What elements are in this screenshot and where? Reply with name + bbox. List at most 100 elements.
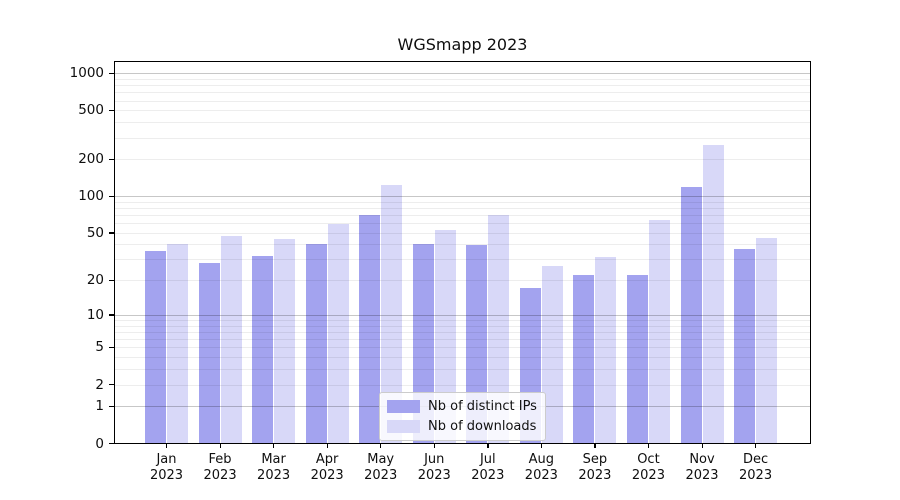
x-tick-label-may: May 2023: [350, 452, 412, 484]
x-tick-mark: [594, 443, 596, 448]
y-tick-label: 200: [78, 151, 104, 168]
bar-distinct-ips-nov: [680, 186, 702, 443]
bar-distinct-ips-apr: [305, 243, 327, 443]
minor-gridline: [115, 320, 810, 322]
minor-gridline: [115, 207, 810, 209]
minor-gridline: [115, 332, 810, 334]
bar-downloads-may: [381, 185, 403, 443]
bar-downloads-mar: [274, 238, 296, 443]
minor-gridline: [115, 159, 810, 161]
month-label: Aug: [528, 451, 555, 467]
bar-distinct-ips-dec: [734, 249, 756, 443]
month-label: Dec: [742, 451, 769, 467]
chart-title: WGSmapp 2023: [397, 35, 528, 54]
x-tick-label-sep: Sep 2023: [564, 452, 626, 484]
plot-area: Nb of distinct IPs Nb of downloads: [114, 61, 811, 444]
y-tick-mark: [109, 279, 115, 282]
y-tick-label: 5: [95, 339, 104, 356]
bar-downloads-feb: [220, 235, 242, 443]
year-label: 2023: [524, 467, 558, 483]
x-tick-mark: [326, 443, 328, 448]
year-label: 2023: [257, 467, 291, 483]
y-tick-label: 500: [78, 102, 104, 119]
x-tick-mark: [540, 443, 543, 448]
minor-gridline: [115, 232, 810, 234]
month-label: Sep: [582, 451, 608, 467]
month-label: Jul: [479, 451, 496, 467]
minor-gridline: [115, 100, 810, 102]
y-tick-label: 1000: [69, 65, 104, 82]
bar-downloads-jan: [167, 243, 188, 443]
legend-item: Nb of downloads: [387, 418, 537, 435]
month-label: Jun: [424, 451, 445, 467]
bar-distinct-ips-sep: [573, 274, 595, 443]
year-label: 2023: [685, 467, 719, 483]
x-tick-mark: [701, 443, 703, 448]
major-gridline: [115, 196, 810, 198]
year-label: 2023: [739, 467, 773, 483]
month-label: Feb: [208, 451, 232, 467]
minor-gridline: [115, 280, 810, 282]
y-tick-mark: [109, 384, 115, 386]
legend-label: Nb of distinct IPs: [428, 399, 537, 414]
minor-gridline: [115, 347, 810, 349]
x-tick-label-mar: Mar 2023: [243, 452, 305, 484]
minor-gridline: [115, 325, 810, 327]
x-tick-mark: [219, 443, 221, 448]
y-tick-mark: [109, 232, 115, 234]
year-label: 2023: [203, 467, 237, 483]
month-label: Nov: [689, 451, 715, 467]
x-tick-mark: [273, 443, 275, 448]
bar-distinct-ips-jan: [145, 250, 166, 443]
minor-gridline: [115, 244, 810, 246]
bar-distinct-ips-mar: [252, 255, 274, 443]
minor-gridline: [115, 122, 810, 124]
legend: Nb of distinct IPs Nb of downloads: [379, 392, 546, 441]
x-tick-label-apr: Apr 2023: [296, 452, 358, 484]
major-gridline: [115, 314, 810, 316]
x-tick-mark: [755, 443, 757, 448]
minor-gridline: [115, 85, 810, 87]
year-label: 2023: [149, 467, 184, 483]
bar-downloads-nov: [702, 145, 724, 443]
x-tick-label-oct: Oct 2023: [617, 452, 679, 484]
minor-gridline: [115, 215, 810, 217]
minor-gridline: [115, 369, 810, 371]
minor-gridline: [115, 92, 810, 94]
y-tick-label: 2: [95, 376, 104, 393]
y-tick-label: 10: [86, 306, 104, 323]
x-tick-mark: [487, 443, 489, 448]
bar-downloads-sep: [595, 257, 617, 443]
x-tick-mark: [166, 443, 168, 448]
minor-gridline: [115, 78, 810, 80]
x-tick-mark: [433, 443, 436, 448]
x-tick-label-nov: Nov 2023: [671, 452, 733, 484]
bar-downloads-aug: [541, 266, 563, 443]
major-gridline: [115, 73, 810, 75]
month-label: May: [367, 451, 395, 467]
y-tick-label: 50: [86, 224, 104, 241]
legend-item: Nb of distinct IPs: [387, 398, 537, 415]
year-label: 2023: [631, 467, 665, 483]
y-tick-mark: [109, 109, 115, 112]
minor-gridline: [115, 259, 810, 261]
month-label: Jan: [156, 451, 177, 467]
minor-gridline: [115, 223, 810, 225]
x-tick-mark: [380, 443, 382, 448]
legend-label: Nb of downloads: [428, 419, 537, 434]
bar-distinct-ips-may: [359, 214, 381, 443]
minor-gridline: [115, 339, 810, 341]
x-tick-label-aug: Aug 2023: [510, 452, 572, 484]
y-tick-label: 20: [86, 272, 104, 289]
year-label: 2023: [417, 467, 451, 483]
year-label: 2023: [578, 467, 612, 483]
year-label: 2023: [364, 467, 398, 483]
x-tick-label-feb: Feb 2023: [189, 452, 251, 484]
minor-gridline: [115, 110, 810, 112]
legend-swatch-distinct-ips: [387, 400, 420, 413]
bar-downloads-oct: [648, 220, 670, 443]
y-tick-mark: [109, 72, 115, 74]
minor-gridline: [115, 384, 810, 386]
x-tick-label-jan: Jan 2023: [136, 452, 198, 484]
